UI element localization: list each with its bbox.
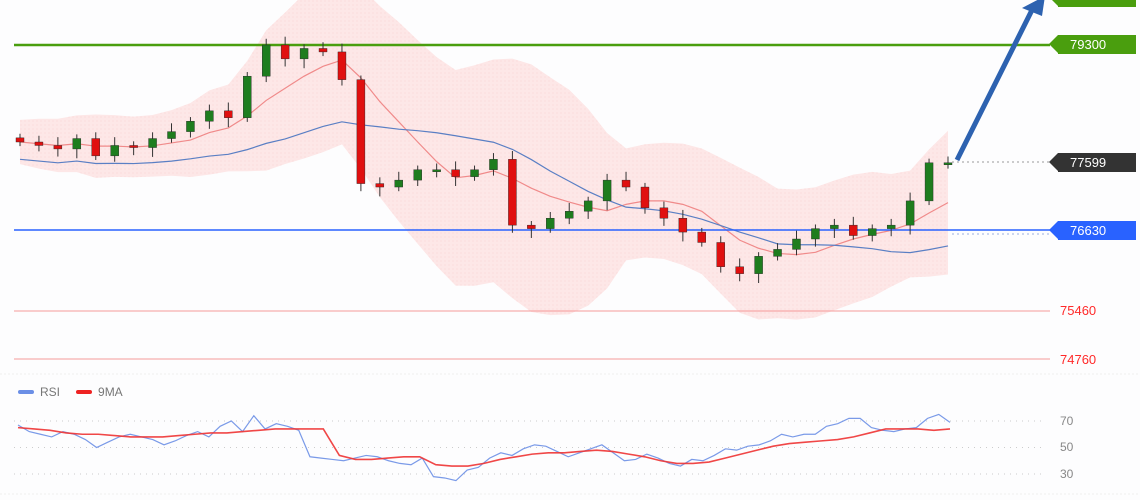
ma-swatch-icon	[76, 390, 93, 394]
rsi-tick-30: 30	[1060, 467, 1074, 481]
rsi-panel	[0, 413, 1140, 495]
trend-arrow-icon	[954, 0, 1045, 162]
support-1-label: 75460	[1060, 303, 1097, 318]
rsi-tick-70: 70	[1060, 414, 1074, 428]
current-price-label: 77599	[1049, 153, 1136, 172]
legend-rsi-label: RSI	[40, 385, 61, 399]
legend-9ma-label: 9MA	[98, 385, 123, 399]
rsi-legend: RSI 9MA	[18, 385, 123, 399]
candlesticks	[15, 36, 953, 284]
pivot-label: 76630	[1049, 221, 1136, 240]
resistance-2-label	[1049, 0, 1136, 7]
rsi-swatch-icon	[18, 390, 34, 394]
price-levels	[0, 43, 1140, 375]
support-2-label: 74760	[1060, 352, 1097, 367]
legend-9ma: 9MA	[76, 385, 123, 399]
rsi-tick-50: 50	[1060, 440, 1074, 454]
legend-rsi: RSI	[18, 385, 60, 399]
bollinger-band	[20, 0, 948, 320]
resistance-1-label: 79300	[1049, 35, 1136, 54]
